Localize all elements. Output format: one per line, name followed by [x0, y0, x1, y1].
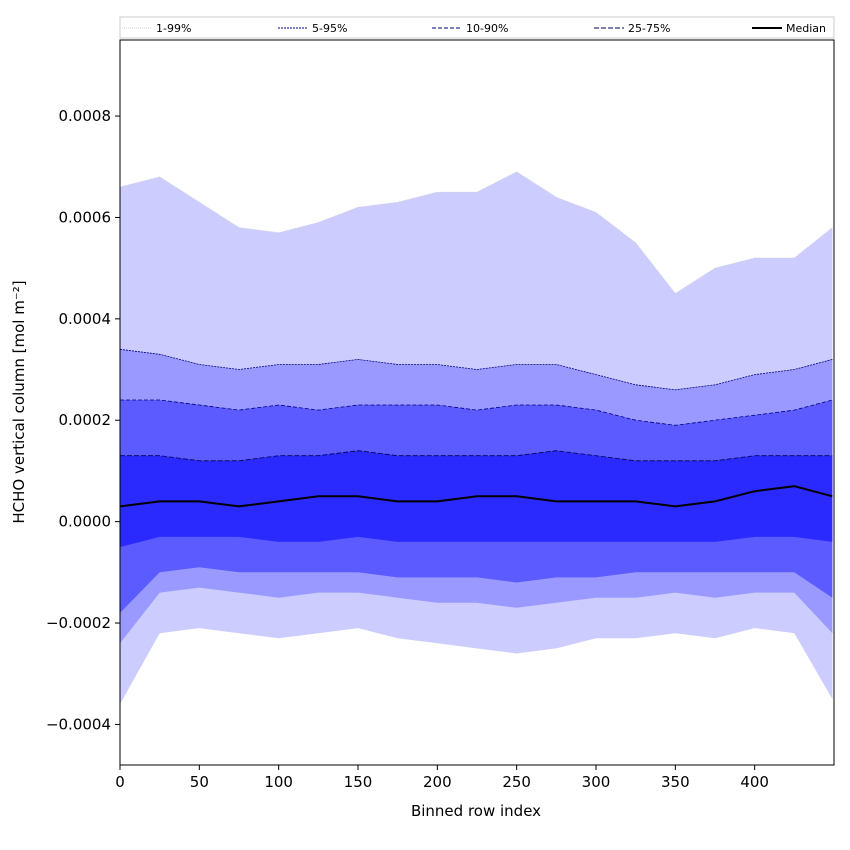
x-tick-label: 50: [190, 773, 209, 791]
percentile-bands: [119, 171, 833, 705]
legend-label: Median: [786, 22, 826, 35]
plot-frame: [119, 39, 835, 766]
y-axis-label: HCHO vertical column [mol m⁻²]: [10, 280, 28, 523]
band-upper-5-95: [119, 348, 833, 391]
band-upper-1-99: [119, 171, 833, 295]
x-axis-label: Binned row index: [411, 802, 541, 820]
y-tick-label: 0.0006: [59, 208, 112, 226]
y-tick-label: −0.0004: [46, 715, 111, 733]
x-tick-label: 300: [582, 773, 611, 791]
legend-label: 25-75%: [628, 22, 670, 35]
x-tick-label: 350: [661, 773, 690, 791]
legend-label: 1-99%: [156, 22, 191, 35]
x-tick-label: 400: [740, 773, 769, 791]
x-axis: 0 50 100 150 200 250 300 350 400: [115, 765, 769, 791]
legend-label: 5-95%: [312, 22, 347, 35]
y-tick-label: 0.0008: [59, 107, 112, 125]
legend-label: 10-90%: [466, 22, 508, 35]
y-tick-label: −0.0002: [46, 614, 111, 632]
x-tick-label: 250: [502, 773, 531, 791]
y-tick-label: 0.0000: [59, 513, 112, 531]
band-25-75: [120, 450, 833, 547]
y-tick-label: 0.0002: [59, 411, 112, 429]
median-line-group: [119, 485, 833, 508]
band-upper-25-75: [120, 450, 833, 462]
x-tick-label: 100: [264, 773, 293, 791]
x-tick-label: 150: [344, 773, 373, 791]
median-line: [119, 485, 833, 508]
x-tick-label: 200: [423, 773, 452, 791]
y-tick-label: 0.0004: [59, 310, 112, 328]
y-axis: −0.0004 −0.0002 0.0000 0.0002 0.0004 0.0006 0.…: [46, 107, 120, 733]
x-tick-label: 0: [115, 773, 125, 791]
legend: 1-99% 5-95% 10-90% 25-75% Median: [119, 16, 835, 39]
legend-box: [119, 16, 835, 39]
